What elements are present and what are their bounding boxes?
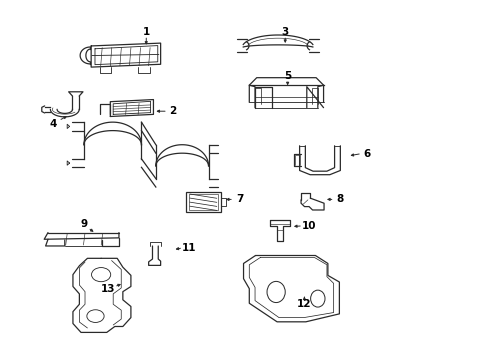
Text: 13: 13	[101, 284, 115, 294]
Text: 10: 10	[301, 221, 316, 231]
Text: 5: 5	[284, 71, 291, 81]
Bar	[185, 192, 220, 212]
Bar	[188, 194, 217, 210]
Text: 12: 12	[297, 299, 311, 309]
Text: 7: 7	[236, 194, 243, 204]
Text: 8: 8	[336, 194, 343, 204]
Text: 11: 11	[182, 243, 196, 253]
Text: 1: 1	[142, 27, 150, 37]
Text: 9: 9	[80, 219, 87, 229]
Text: 2: 2	[169, 106, 176, 116]
Text: 4: 4	[49, 118, 57, 129]
Text: 3: 3	[281, 27, 288, 37]
Text: 6: 6	[362, 149, 369, 158]
